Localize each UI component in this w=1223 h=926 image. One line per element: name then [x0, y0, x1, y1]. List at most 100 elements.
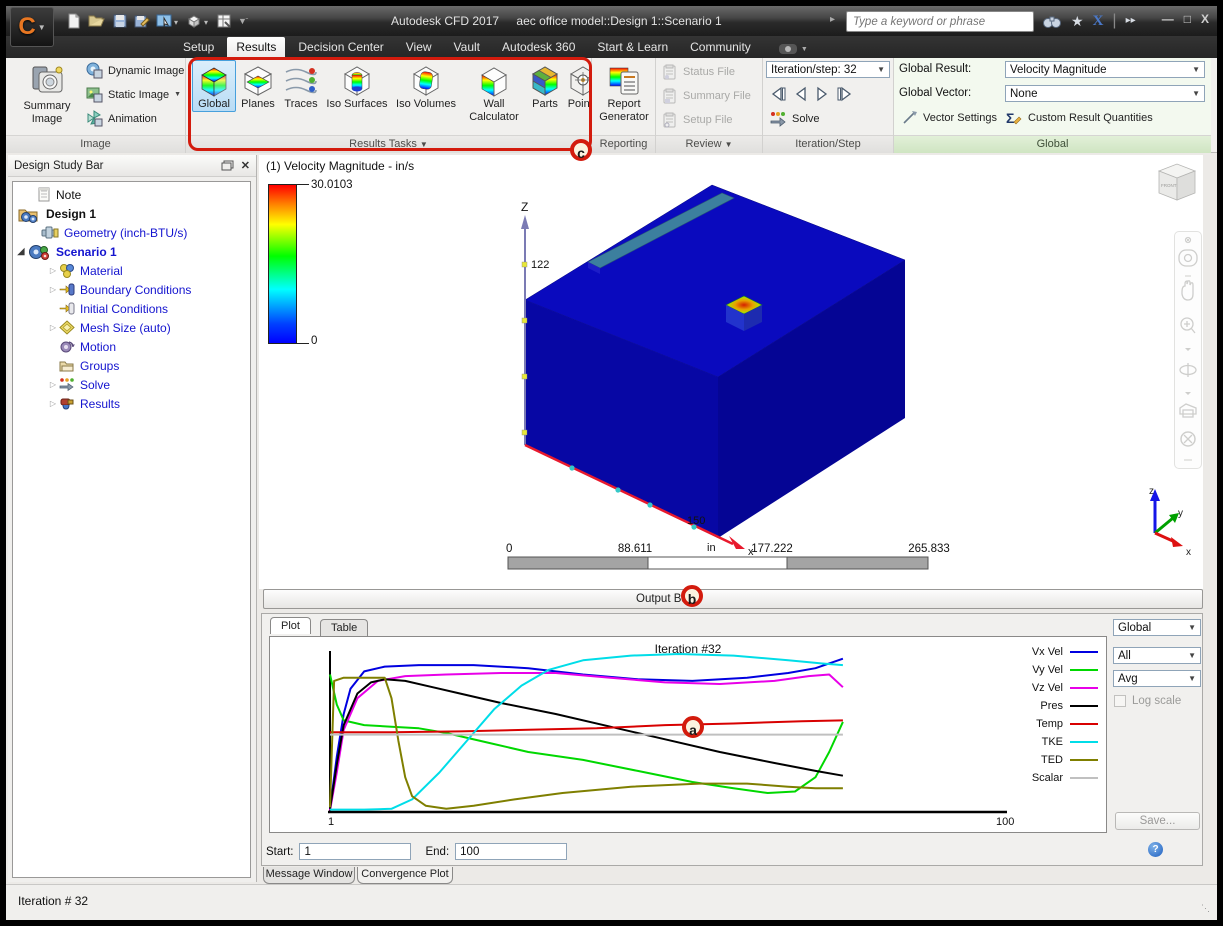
legend-row: Vz Vel	[1032, 679, 1098, 697]
tab-setup[interactable]: Setup	[183, 40, 215, 54]
float-panel-icon[interactable]	[221, 160, 234, 171]
groups-icon	[59, 361, 74, 372]
static-image-button[interactable]: Static Image ▼	[86, 86, 181, 103]
save-plot-button[interactable]: Save...	[1115, 812, 1200, 830]
view-tool-icon[interactable]: ▾	[156, 13, 180, 29]
save-icon[interactable]	[112, 13, 128, 29]
view-cube[interactable]: FRONT	[1157, 163, 1197, 201]
wall-calculator-button[interactable]: Wall Calculator	[462, 60, 526, 124]
expander-closed-icon[interactable]: ▷	[49, 399, 57, 408]
resize-grip[interactable]: ⋱	[1201, 903, 1211, 913]
planes-icon	[243, 66, 273, 96]
exchange-apps-icon[interactable]: X	[1092, 12, 1104, 29]
global-button[interactable]: Global	[192, 60, 236, 112]
next-iteration-button[interactable]	[814, 85, 830, 103]
tab-decision-center[interactable]: Decision Center	[298, 40, 384, 54]
solve-button[interactable]: Solve	[769, 111, 820, 127]
expander-closed-icon[interactable]: ▷	[49, 266, 57, 275]
favorites-star-icon[interactable]: ★	[1071, 13, 1084, 29]
media-toggle-button[interactable]: ▼	[778, 43, 808, 55]
tree-item-initial-conditions[interactable]: Initial Conditions	[13, 299, 250, 318]
summary-file-button[interactable]: Summary File	[662, 88, 751, 104]
table-report-icon[interactable]	[216, 13, 232, 29]
animation-button[interactable]: Animation	[86, 110, 157, 127]
tree-item-geometry[interactable]: Geometry (inch-BTU/s)	[13, 223, 250, 242]
triad-z-label: z	[1149, 486, 1154, 497]
media-icon	[778, 44, 797, 54]
tree-item-note[interactable]: Note	[13, 185, 250, 204]
log-scale-checkbox[interactable]	[1114, 695, 1126, 707]
plot-aggregate-value: Avg	[1118, 672, 1138, 685]
tab-vault[interactable]: Vault	[453, 40, 481, 54]
expander-closed-icon[interactable]: ▷	[49, 323, 57, 332]
iso-surfaces-button[interactable]: Iso Surfaces	[324, 60, 390, 112]
plot-scope-dropdown[interactable]: Global ▼	[1113, 619, 1201, 636]
global-result-dropdown[interactable]: Velocity Magnitude ▼	[1005, 61, 1205, 78]
search-binoculars-icon[interactable]	[1042, 13, 1062, 29]
expander-open-icon[interactable]: ◢	[17, 246, 25, 256]
tree-item-design-1[interactable]: Design 1	[13, 204, 250, 223]
tree-item-scenario-1[interactable]: ◢ Scenario 1	[13, 242, 250, 261]
last-iteration-button[interactable]	[835, 85, 854, 103]
global-vector-dropdown[interactable]: None ▼	[1005, 85, 1205, 102]
viewport-3d[interactable]: (1) Velocity Magnitude - in/s 30.0103 0	[259, 155, 1203, 589]
open-file-icon[interactable]	[88, 13, 106, 29]
tab-plot[interactable]: Plot	[270, 617, 311, 634]
help-icon[interactable]: ?	[1148, 842, 1163, 857]
tree-item-motion[interactable]: Motion	[13, 337, 250, 356]
tab-table[interactable]: Table	[320, 619, 369, 636]
first-iteration-button[interactable]	[769, 85, 788, 103]
close-panel-icon[interactable]: ✕	[240, 160, 250, 172]
report-generator-button[interactable]: Report Generator	[596, 60, 652, 124]
toolbar-overflow-icon[interactable]: ▼̄	[238, 16, 247, 26]
save-as-icon[interactable]	[134, 13, 150, 29]
planes-button[interactable]: Planes	[238, 60, 278, 112]
minimize-button[interactable]: —	[1161, 12, 1174, 26]
tab-view[interactable]: View	[405, 40, 432, 54]
tab-message-window[interactable]: Message Window	[263, 867, 355, 884]
legend-row: Vx Vel	[1032, 643, 1098, 661]
plot-aggregate-dropdown[interactable]: Avg ▼	[1113, 670, 1201, 687]
new-file-icon[interactable]	[66, 13, 82, 29]
tree-item-mesh-size[interactable]: ▷ Mesh Size (auto)	[13, 318, 250, 337]
scene-3d[interactable]: Z 122 150 in x 0 88.611 177.222	[259, 155, 1203, 589]
expander-closed-icon[interactable]: ▷	[49, 285, 57, 294]
tab-community[interactable]: Community	[690, 40, 751, 54]
plot-filter-dropdown[interactable]: All ▼	[1113, 647, 1201, 664]
application-menu-button[interactable]: C ▼	[10, 7, 54, 47]
tab-start-learn[interactable]: Start & Learn	[597, 40, 669, 54]
tree-item-groups[interactable]: Groups	[13, 356, 250, 375]
tab-autodesk-360[interactable]: Autodesk 360	[502, 40, 576, 54]
custom-result-quantities-button[interactable]: Σ Custom Result Quantities	[1005, 110, 1153, 126]
section-label-review[interactable]: Review ▼	[656, 135, 762, 153]
iso-volumes-button[interactable]: Iso Volumes	[392, 60, 460, 112]
output-bar[interactable]: Output Bar	[263, 589, 1203, 609]
iteration-step-dropdown[interactable]: Iteration/step: 32 ▼	[766, 61, 890, 78]
tab-convergence-plot[interactable]: Convergence Plot	[357, 867, 453, 884]
supply-diffuser-left	[726, 305, 744, 331]
setup-file-button[interactable]: Setup File	[662, 112, 733, 128]
close-button[interactable]: X	[1200, 12, 1209, 26]
end-input[interactable]	[455, 843, 568, 860]
supply-diffuser-right	[744, 305, 762, 331]
tab-results[interactable]: Results	[227, 37, 286, 58]
expander-closed-icon[interactable]: ▷	[49, 380, 57, 389]
tree-item-material[interactable]: ▷ Material	[13, 261, 250, 280]
visual-style-icon[interactable]: ▾	[186, 13, 210, 29]
maximize-button[interactable]: □	[1183, 12, 1191, 26]
traces-button[interactable]: Traces	[280, 60, 322, 112]
tree-item-boundary-conditions[interactable]: ▷ Boundary Conditions	[13, 280, 250, 299]
tree-item-results[interactable]: ▷ Results	[13, 394, 250, 413]
tree-label: Note	[56, 187, 82, 202]
search-input[interactable]	[847, 12, 1033, 32]
infocenter-collapse-icon[interactable]: ▸	[830, 14, 836, 25]
summary-image-button[interactable]: Summary Image	[16, 60, 78, 126]
start-input[interactable]	[299, 843, 412, 860]
vector-settings-button[interactable]: Vector Settings	[902, 110, 997, 125]
dynamic-image-button[interactable]: Dynamic Image	[86, 62, 184, 79]
infocenter-expand-icon[interactable]: ▸▸	[1125, 15, 1136, 26]
tree-item-solve[interactable]: ▷ Solve	[13, 375, 250, 394]
status-file-button[interactable]: Status File	[662, 64, 735, 80]
parts-button[interactable]: Parts	[528, 60, 562, 112]
previous-iteration-button[interactable]	[793, 85, 809, 103]
